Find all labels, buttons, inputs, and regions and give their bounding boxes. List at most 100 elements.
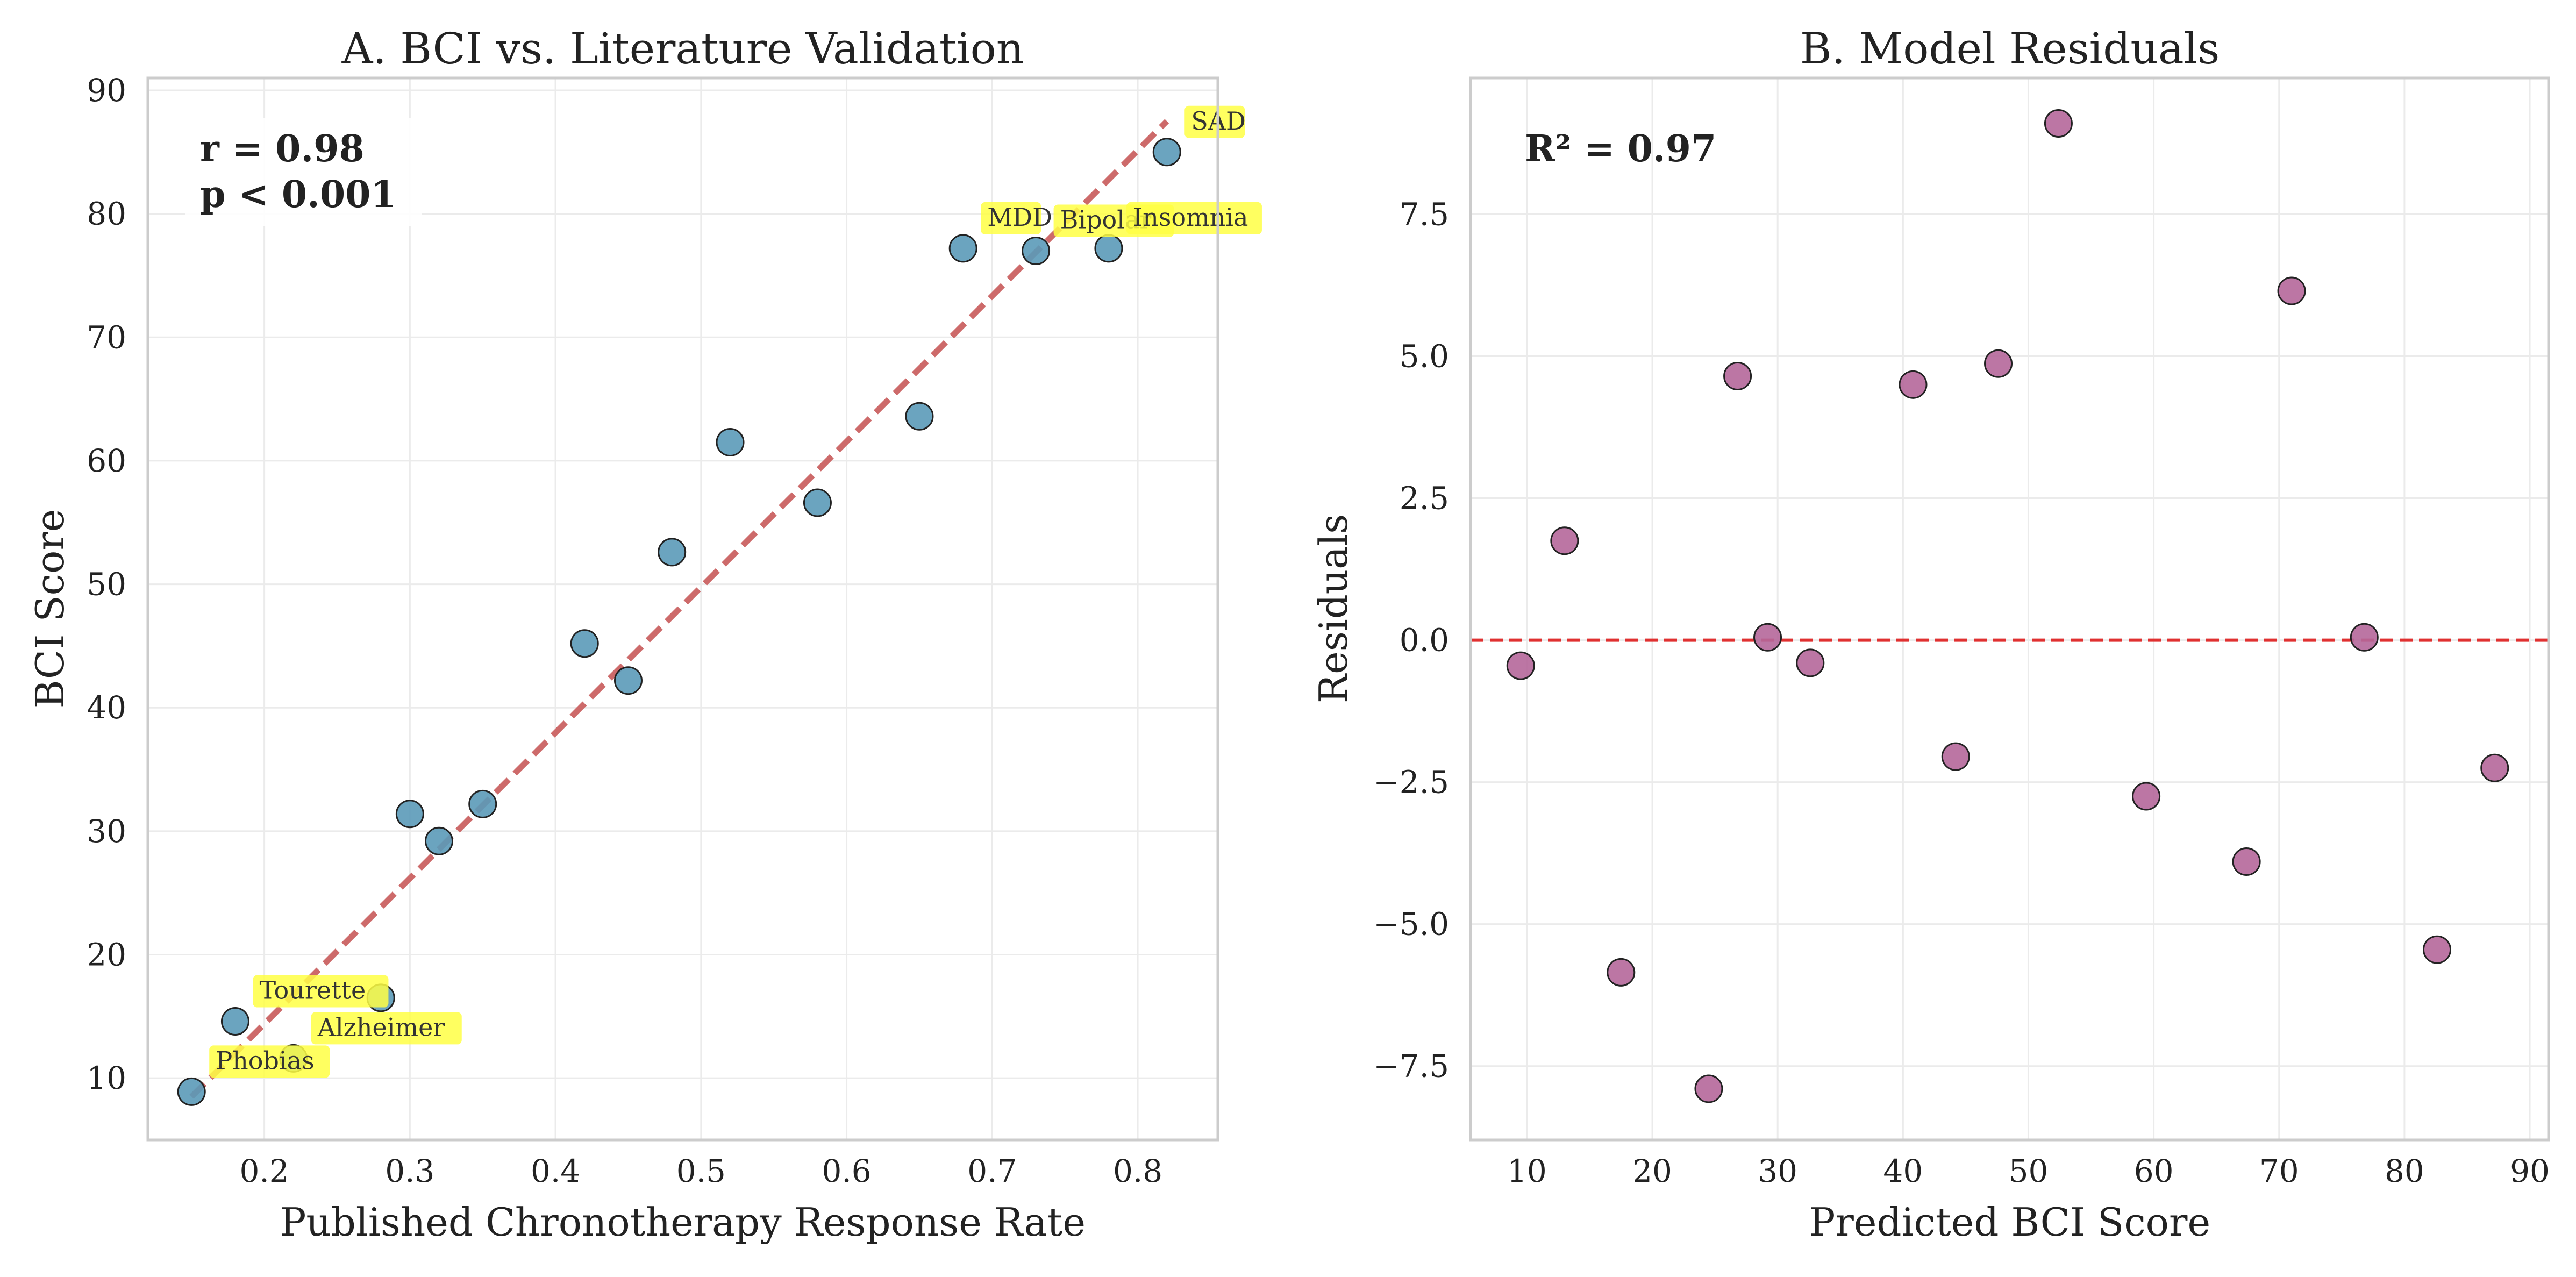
panel-a-x-tick-label: 0.2 xyxy=(239,1153,289,1189)
annotation-label: Phobias xyxy=(209,1045,330,1078)
annotation-label: MDD xyxy=(981,202,1052,234)
panel-a-data-point xyxy=(658,538,687,567)
panel-b-title: B. Model Residuals xyxy=(1800,24,2220,74)
panel-b-y-tick-label: −7.5 xyxy=(1373,1048,1449,1085)
panel-a-y-tick-label: 80 xyxy=(87,196,126,232)
panel-b-data-point xyxy=(2277,276,2306,305)
annotation-text: Insomnia xyxy=(1133,203,1248,232)
panel-b-x-label: Predicted BCI Score xyxy=(1809,1200,2210,1245)
panel-b-x-tick-label: 50 xyxy=(2009,1153,2049,1189)
annotation-box xyxy=(1184,105,1245,138)
panel-a-data-point xyxy=(570,629,599,658)
panel-b-data-point xyxy=(2423,935,2452,964)
panel-a-y-tick-label: 90 xyxy=(87,72,126,109)
panel-b-x-tick-label: 60 xyxy=(2134,1153,2174,1189)
panel-a-stats-box xyxy=(185,118,422,226)
panel-a-data-point xyxy=(905,402,934,431)
panel-a-data-point xyxy=(716,427,745,456)
panel-b-grid xyxy=(1471,78,2549,1140)
panel-a-data-point xyxy=(220,1007,249,1036)
panel-b-x-tick-label: 90 xyxy=(2510,1153,2550,1189)
panel-b-data-point xyxy=(1899,370,1928,399)
panel-a-x-tick-label: 0.6 xyxy=(822,1153,871,1189)
panel-a-y-tick-label: 30 xyxy=(87,813,126,850)
panel-b-stat-r2: R² = 0.97 xyxy=(1525,127,1716,170)
panel-a-data-point xyxy=(177,1077,206,1106)
panel-a-x-tick-label: 0.7 xyxy=(967,1153,1017,1189)
annotation-text: Tourette xyxy=(259,976,366,1005)
regression-fit-line xyxy=(189,119,1169,1099)
panel-b-data-point xyxy=(1607,958,1636,987)
annotation-text: Alzheimer xyxy=(317,1012,445,1041)
panel-a-stat-p: p < 0.001 xyxy=(200,173,396,216)
panel-b-data-point xyxy=(2350,623,2379,652)
panel-b-ticks: 10 20 30 40 50 60 70 80 90 −7.5 −5.0 −2.5 0.0 2.5 5.0 7… xyxy=(1373,196,2550,1189)
annotation-label: Alzheimer xyxy=(311,1012,462,1045)
panel-b-data-point xyxy=(2132,782,2161,811)
panel-b-data-point xyxy=(2480,753,2509,782)
panel-b-x-tick-label: 10 xyxy=(1507,1153,1547,1189)
panel-b-y-tick-label: 2.5 xyxy=(1400,480,1449,517)
annotation-box xyxy=(981,202,1041,234)
panel-b-data-point xyxy=(1694,1074,1723,1103)
panel-a-data-point xyxy=(1094,234,1123,263)
panel-a-data-point xyxy=(948,234,977,263)
panel-a-y-tick-label: 20 xyxy=(87,937,126,973)
panel-b-data-point xyxy=(2232,847,2261,876)
panel-a-data-point xyxy=(613,666,643,695)
panel-b-data-point xyxy=(1753,623,1782,652)
panel-b-x-tick-label: 20 xyxy=(1632,1153,1672,1189)
panel-b-data-point xyxy=(1506,651,1535,680)
panel-b-data-point xyxy=(1941,742,1970,771)
panel-b-y-tick-label: −2.5 xyxy=(1373,764,1449,801)
panel-a-ticks: 0.2 0.3 0.4 0.5 0.6 0.7 0.8 10 20 30 40 50 60 70 80 90 xyxy=(87,72,1162,1189)
panel-a-x-tick-label: 0.3 xyxy=(385,1153,434,1189)
panel-a-fit xyxy=(189,119,1169,1099)
panel-b-frame xyxy=(1469,76,2550,1142)
annotation-box xyxy=(311,1012,462,1045)
panel-a-frame xyxy=(146,76,1219,1142)
panel-b-x-tick-label: 80 xyxy=(2385,1153,2424,1189)
panel-b-points xyxy=(1506,109,2509,1103)
annotation-text: Phobias xyxy=(216,1046,314,1075)
panel-a-y-tick-label: 40 xyxy=(87,689,126,726)
panel-a-data-point xyxy=(1022,237,1051,266)
panel-b-y-tick-label: 5.0 xyxy=(1400,338,1449,375)
panel-a-y-tick-label: 60 xyxy=(87,443,126,479)
panel-a-x-label: Published Chronotherapy Response Rate xyxy=(280,1200,1086,1245)
panel-a-x-tick-label: 0.8 xyxy=(1113,1153,1162,1189)
panel-b-data-point xyxy=(1796,648,1825,677)
annotation-box xyxy=(209,1045,330,1078)
annotation-box xyxy=(1126,202,1262,234)
panel-b-x-tick-label: 70 xyxy=(2259,1153,2299,1189)
panel-b-data-point xyxy=(1723,361,1752,390)
panel-a-stat-r: r = 0.98 xyxy=(200,127,365,170)
annotation-label: Insomnia xyxy=(1126,202,1262,234)
panel-a-x-tick-label: 0.4 xyxy=(531,1153,580,1189)
annotation-label: Tourette xyxy=(253,975,389,1008)
panel-b-data-point xyxy=(1550,526,1579,555)
panel-a-y-label: BCI Score xyxy=(27,509,73,709)
panel-a-data-point xyxy=(803,488,832,517)
panel-b-data-point xyxy=(2044,109,2073,138)
panel-a-y-tick-label: 10 xyxy=(87,1060,126,1096)
panel-a-title: A. BCI vs. Literature Validation xyxy=(341,24,1024,74)
panel-a-y-tick-label: 70 xyxy=(87,319,126,355)
annotation-text: MDD xyxy=(987,203,1052,232)
panel-a: A. BCI vs. Literature Validation SAD MDD B… xyxy=(27,24,1262,1245)
panel-a-data-point xyxy=(395,800,424,829)
panel-b-x-tick-label: 30 xyxy=(1758,1153,1797,1189)
panel-b-data-point xyxy=(1984,349,2013,378)
panel-a-data-point xyxy=(1152,138,1181,167)
panel-b-y-label: Residuals xyxy=(1311,514,1356,703)
panel-a-data-point xyxy=(424,826,453,855)
panel-b-y-tick-label: −5.0 xyxy=(1373,906,1449,943)
panel-b-y-tick-label: 7.5 xyxy=(1400,196,1449,232)
panel-b-y-tick-label: 0.0 xyxy=(1400,622,1449,659)
annotation-label: SAD xyxy=(1184,105,1246,138)
panel-b-x-tick-label: 40 xyxy=(1883,1153,1923,1189)
panel-a-grid xyxy=(148,78,1218,1140)
panel-b: B. Model Residuals 10 20 30 40 50 60 70 80 90 −7.… xyxy=(1311,24,2550,1245)
